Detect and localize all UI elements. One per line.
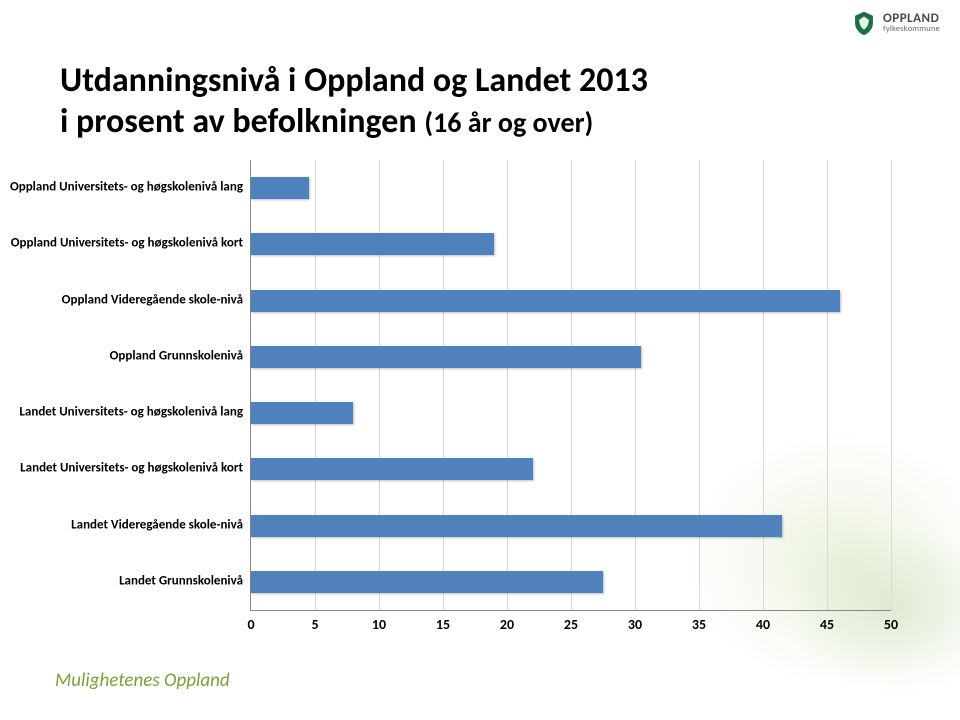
category-label: Oppland Universitets- og høgskolenivå la… — [3, 181, 251, 196]
slide: OPPLAND fylkeskommune Utdanningsnivå i O… — [0, 0, 960, 720]
logo-text: OPPLAND fylkeskommune — [883, 12, 940, 34]
logo-sub: fylkeskommune — [883, 25, 940, 34]
chart-title: Utdanningsnivå i Oppland og Landet 2013 … — [60, 60, 900, 142]
x-tick-label: 50 — [884, 610, 898, 633]
bar — [251, 290, 840, 312]
x-tick-label: 15 — [436, 610, 450, 633]
x-tick-label: 30 — [628, 610, 642, 633]
gridline — [827, 160, 828, 610]
category-label: Landet Videregående skole-nivå — [3, 518, 251, 533]
title-line-2: i prosent av befolkningen (16 år og over… — [60, 101, 900, 142]
bar — [251, 402, 353, 424]
brand-logo: OPPLAND fylkeskommune — [851, 10, 940, 36]
gridline — [699, 160, 700, 610]
gridline — [891, 160, 892, 610]
bar — [251, 177, 309, 199]
gridline — [507, 160, 508, 610]
category-label: Oppland Grunnskolenivå — [3, 349, 251, 364]
bar — [251, 458, 533, 480]
category-label: Oppland Videregående skole-nivå — [3, 293, 251, 308]
x-tick-label: 0 — [247, 610, 254, 633]
category-label: Landet Universitets- og høgskolenivå lan… — [3, 406, 251, 421]
x-tick-label: 35 — [692, 610, 706, 633]
title-line-2a: i prosent av befolkningen — [60, 101, 424, 142]
gridline — [571, 160, 572, 610]
gridline — [443, 160, 444, 610]
x-tick-label: 5 — [311, 610, 318, 633]
shield-icon — [851, 10, 877, 36]
gridline — [379, 160, 380, 610]
bar-chart: 05101520253035404550Oppland Universitets… — [250, 160, 891, 611]
gridline — [635, 160, 636, 610]
category-label: Landet Universitets- og høgskolenivå kor… — [3, 462, 251, 477]
footer-tagline: Mulighetenes Oppland — [55, 669, 230, 692]
bar — [251, 571, 603, 593]
x-tick-label: 10 — [372, 610, 386, 633]
title-line-2b: (16 år og over) — [424, 105, 593, 140]
gridline — [763, 160, 764, 610]
x-tick-label: 45 — [820, 610, 834, 633]
title-line-1: Utdanningsnivå i Oppland og Landet 2013 — [60, 60, 900, 101]
x-tick-label: 20 — [500, 610, 514, 633]
bar — [251, 233, 494, 255]
category-label: Oppland Universitets- og høgskolenivå ko… — [3, 237, 251, 252]
bar — [251, 346, 641, 368]
x-tick-label: 25 — [564, 610, 578, 633]
x-tick-label: 40 — [756, 610, 770, 633]
category-label: Landet Grunnskolenivå — [3, 574, 251, 589]
gridline — [315, 160, 316, 610]
bar — [251, 515, 782, 537]
